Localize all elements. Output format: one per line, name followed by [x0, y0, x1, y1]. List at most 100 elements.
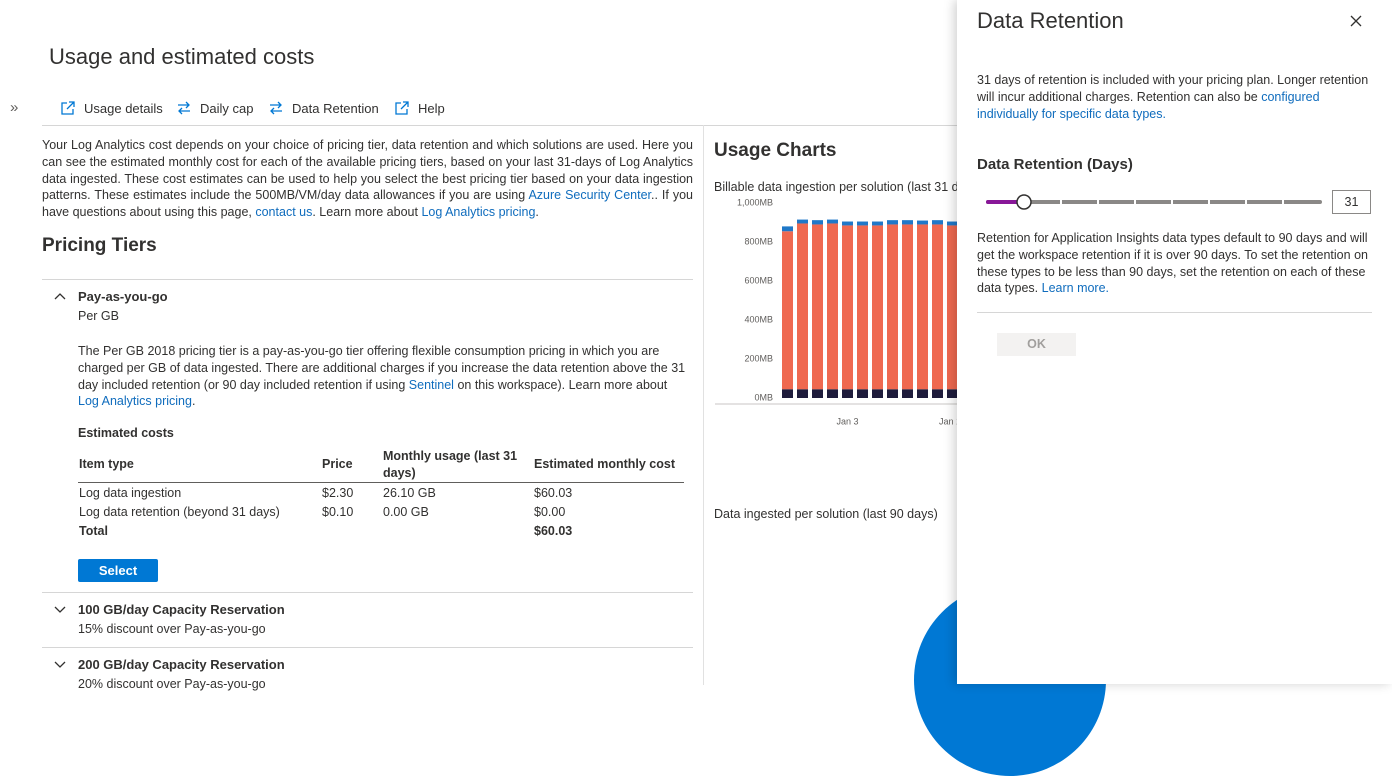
bar-segment: [827, 389, 838, 398]
bar-segment: [827, 219, 838, 224]
bar-segment: [902, 220, 913, 225]
bar-segment: [842, 225, 853, 390]
expand-icon[interactable]: [54, 603, 66, 615]
costs-title: Estimated costs: [78, 426, 174, 440]
bar-segment: [917, 224, 928, 390]
bar-segment: [782, 231, 793, 390]
cell: $0.10: [322, 505, 354, 519]
bar-segment: [857, 389, 868, 398]
bar-segment: [797, 219, 808, 224]
panel-title: Data Retention: [977, 8, 1124, 33]
cell: $60.03: [534, 524, 573, 538]
bar-segment: [932, 389, 943, 398]
side-panel: Data Retention 31 days of retention is i…: [957, 0, 1392, 684]
bar-segment: [782, 226, 793, 232]
toolbar-button[interactable]: Daily cap: [176, 100, 253, 116]
page-title: Usage and estimated costs: [49, 44, 315, 69]
bar-segment: [827, 223, 838, 390]
text: on this workspace). Learn more about: [453, 377, 668, 392]
column-header: Estimated monthly cost: [534, 457, 675, 471]
link[interactable]: Learn more.: [1041, 281, 1110, 296]
cell: 0.00 GB: [383, 505, 429, 519]
column-header: Item type: [79, 457, 134, 471]
cell: Total: [79, 524, 108, 538]
tier-name[interactable]: 200 GB/day Capacity Reservation: [78, 657, 285, 672]
tier-subtitle: 15% discount over Pay-as-you-go: [78, 622, 266, 636]
slider-steps: [1060, 199, 1284, 205]
tier-name[interactable]: Pay-as-you-go: [78, 289, 168, 304]
text: . Learn more about: [312, 205, 422, 220]
divider: [703, 125, 704, 685]
text: Retention for Application Insights data …: [977, 231, 1368, 296]
bar-segment: [872, 225, 883, 390]
section-title: Pricing Tiers: [42, 235, 157, 256]
tier-name[interactable]: 100 GB/day Capacity Reservation: [78, 602, 285, 617]
link[interactable]: contact us: [255, 205, 313, 220]
bar-segment: [932, 224, 943, 390]
bar-segment: [887, 220, 898, 225]
cell: $2.30: [322, 486, 354, 500]
bar-segment: [947, 389, 958, 398]
tier-description: The Per GB 2018 pricing tier is a pay-as…: [78, 343, 686, 410]
bar-segment: [947, 221, 958, 226]
text: The Per GB 2018 pricing tier is a pay-as…: [78, 344, 686, 392]
y-tick-label: 400MB: [744, 314, 773, 324]
sidebar-expand[interactable]: »: [10, 99, 19, 116]
expand-icon[interactable]: [54, 658, 66, 670]
intro-text: Your Log Analytics cost depends on your …: [42, 137, 693, 221]
y-tick-label: 0MB: [754, 392, 773, 402]
toolbar-button[interactable]: Data Retention: [268, 100, 379, 116]
bar-segment: [857, 221, 868, 226]
toolbar-label: Help: [418, 100, 445, 116]
bar-segment: [782, 389, 793, 398]
toolbar-label: Daily cap: [200, 100, 254, 116]
link[interactable]: Log Analytics pricing: [78, 394, 192, 409]
table-rule: [78, 482, 684, 483]
toolbar-button[interactable]: Help: [394, 100, 445, 116]
select-button[interactable]: Select: [78, 559, 158, 582]
ok-button[interactable]: OK: [997, 333, 1076, 356]
collapse-icon[interactable]: [54, 291, 66, 303]
link[interactable]: Log Analytics pricing: [421, 205, 536, 220]
bar-segment: [947, 225, 958, 390]
page: » Usage and estimated costs Usage detail…: [10, 0, 1392, 776]
toolbar-label: Usage details: [84, 100, 163, 116]
chart-title: Billable data ingestion per solution (la…: [714, 180, 983, 194]
bar-segment: [932, 220, 943, 225]
y-tick-label: 800MB: [744, 236, 773, 246]
bar-segment: [917, 220, 928, 225]
column-header: Price: [322, 457, 353, 471]
bar-segment: [902, 224, 913, 390]
close-button[interactable]: [1350, 15, 1362, 27]
bar-segment: [857, 225, 868, 390]
icon: [395, 101, 409, 115]
retention-input[interactable]: 31: [1332, 190, 1371, 214]
cell: Log data retention (beyond 31 days): [79, 505, 280, 519]
bar-segment: [887, 389, 898, 398]
toolbar-button[interactable]: Usage details: [60, 100, 163, 116]
bar-segment: [812, 220, 823, 225]
bar-segment: [842, 389, 853, 398]
text: Your Log Analytics cost depends on your …: [42, 138, 693, 203]
link[interactable]: configured individually for specific dat…: [977, 89, 1320, 121]
slider[interactable]: [985, 192, 1325, 212]
y-tick-label: 1,000MB: [737, 197, 773, 207]
text: .: [535, 205, 539, 220]
chart-title: Data ingested per solution (last 90 days…: [714, 507, 938, 521]
bar-segment: [917, 389, 928, 398]
y-tick-label: 600MB: [744, 275, 773, 285]
panel-note: Retention for Application Insights data …: [977, 230, 1375, 297]
divider: [977, 312, 1372, 313]
link[interactable]: Sentinel: [408, 377, 454, 392]
icon: [178, 101, 190, 115]
section-title: Usage Charts: [714, 140, 837, 161]
slider-thumb[interactable]: [1016, 194, 1032, 210]
cell: $0.00: [534, 505, 566, 519]
x-tick-label: Jan 10: [939, 416, 966, 426]
x-tick-label: Jan 3: [836, 416, 858, 426]
cell: $60.03: [534, 486, 573, 500]
icon: [61, 101, 75, 115]
text: .. If you have questions about using thi…: [42, 188, 693, 220]
link[interactable]: Azure Security Center: [528, 188, 652, 203]
divider: [42, 592, 693, 593]
